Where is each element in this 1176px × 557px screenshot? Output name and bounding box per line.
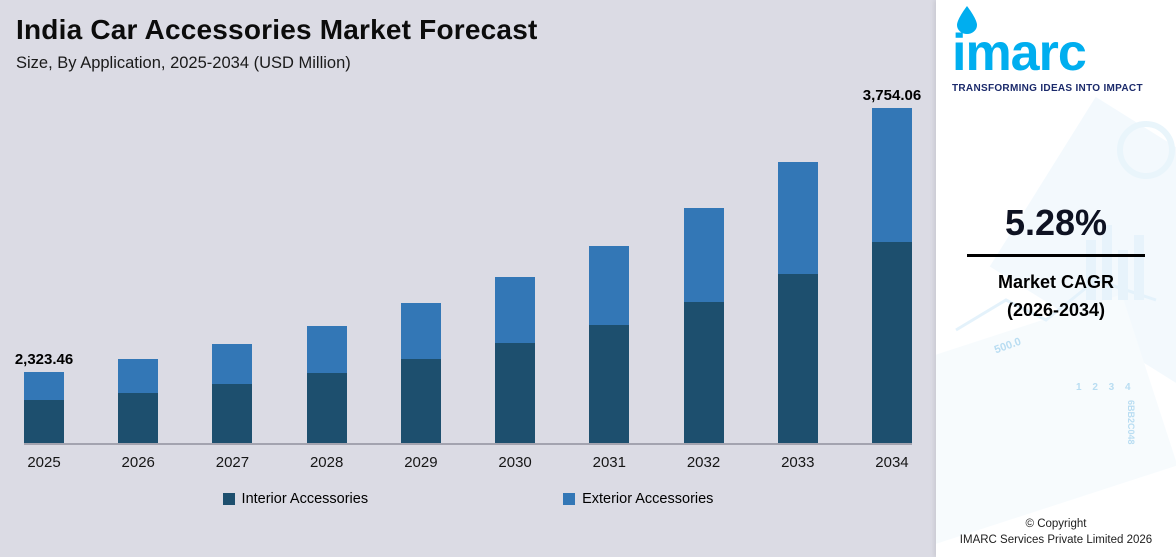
copyright-line1: © Copyright: [1025, 517, 1087, 530]
x-axis-label-2033: 2033: [781, 454, 815, 471]
segment-interior-2033: [777, 274, 818, 443]
segment-interior-2029: [400, 359, 441, 443]
copyright: © Copyright IMARC Services Private Limit…: [936, 516, 1176, 549]
bar-2032: [683, 208, 724, 443]
chart-panel: India Car Accessories Market Forecast Si…: [0, 0, 936, 557]
x-axis-label-2025: 2025: [27, 454, 61, 471]
data-label-2025: 2,323.46: [14, 351, 74, 368]
bar-2034: 3,754.06: [863, 87, 921, 443]
segment-exterior-2026: [118, 359, 159, 393]
logo-wordmark: imarc: [952, 24, 1087, 82]
chart-header: India Car Accessories Market Forecast Si…: [0, 0, 936, 73]
imarc-logo: imarc TRANSFORMING IDEAS INTO IMPACT: [936, 0, 1176, 94]
bar-columns: 2,323.46 3,754.06: [15, 83, 921, 445]
segment-exterior-2034: [871, 108, 912, 242]
segment-exterior-2027: [212, 344, 253, 384]
watermark-text: 6BB2C048: [1126, 400, 1136, 445]
legend-swatch: [563, 493, 576, 505]
logo-tagline: TRANSFORMING IDEAS INTO IMPACT: [952, 82, 1143, 94]
bar-2030: [495, 277, 536, 443]
legend-label: Exterior Accessories: [582, 491, 714, 507]
x-axis-label-2028: 2028: [309, 454, 344, 471]
cagr-value: 5.28%: [1004, 201, 1108, 243]
segment-exterior-2025: [24, 372, 64, 400]
watermark-text: 1 2 3 4: [1076, 382, 1135, 393]
page-title: India Car Accessories Market Forecast: [16, 14, 538, 45]
data-label-2034: 3,754.06: [862, 87, 922, 104]
page-subtitle: Size, By Application, 2025-2034 (USD Mil…: [16, 54, 351, 72]
copyright-line2: IMARC Services Private Limited 2026: [959, 534, 1153, 547]
x-axis: 2025 2026 2027 2028 2029 2030 2031 2032 2033 2034: [0, 454, 936, 471]
segment-interior-2025: [24, 400, 64, 443]
cagr-block: 5.28% Market CAGR (2026-2034): [936, 202, 1176, 325]
bar-2033: [777, 162, 818, 443]
brand-sidebar: 500.0 1 2 3 4 6BB2C048 imarc TRANSFORMIN…: [936, 0, 1176, 557]
bar-2028: [306, 326, 347, 443]
bar-2027: [212, 344, 253, 443]
x-axis-label-2029: 2029: [404, 454, 438, 471]
segment-exterior-2031: [589, 246, 630, 325]
bar-chart: 2,323.46 3,754.06: [0, 83, 936, 445]
legend-label: Interior Accessories: [241, 491, 369, 507]
legend-swatch: [222, 493, 235, 505]
bar-2025: 2,323.46: [15, 351, 73, 443]
x-axis-label-2030: 2030: [498, 454, 532, 471]
divider: [967, 253, 1145, 257]
segment-interior-2027: [212, 384, 253, 443]
segment-interior-2034: [871, 242, 912, 443]
x-axis-label-2031: 2031: [592, 454, 626, 471]
x-axis-label-2032: 2032: [686, 454, 721, 471]
chart-legend: Interior Accessories Exterior Accessories: [0, 491, 936, 507]
segment-interior-2030: [495, 343, 536, 443]
segment-exterior-2029: [400, 303, 441, 359]
segment-interior-2026: [118, 393, 159, 443]
segment-exterior-2028: [306, 326, 347, 373]
bar-2029: [400, 303, 441, 443]
cagr-label: Market CAGR: [997, 271, 1115, 292]
watermark-text: 500.0: [992, 335, 1023, 357]
x-axis-label-2034: 2034: [875, 454, 909, 471]
legend-item-exterior-accessories: Exterior Accessories: [563, 491, 713, 507]
segment-exterior-2030: [495, 277, 536, 343]
segment-exterior-2032: [683, 208, 724, 302]
cagr-range: (2026-2034): [1006, 299, 1106, 320]
x-axis-label-2026: 2026: [121, 454, 155, 471]
legend-item-interior-accessories: Interior Accessories: [222, 491, 369, 507]
segment-exterior-2033: [777, 162, 818, 274]
bar-2031: [589, 246, 630, 443]
segment-interior-2031: [589, 325, 630, 443]
droplet-icon: [957, 6, 977, 34]
segment-interior-2028: [306, 373, 347, 443]
segment-interior-2032: [683, 302, 724, 443]
x-axis-label-2027: 2027: [215, 454, 250, 471]
bar-2026: [118, 359, 159, 443]
